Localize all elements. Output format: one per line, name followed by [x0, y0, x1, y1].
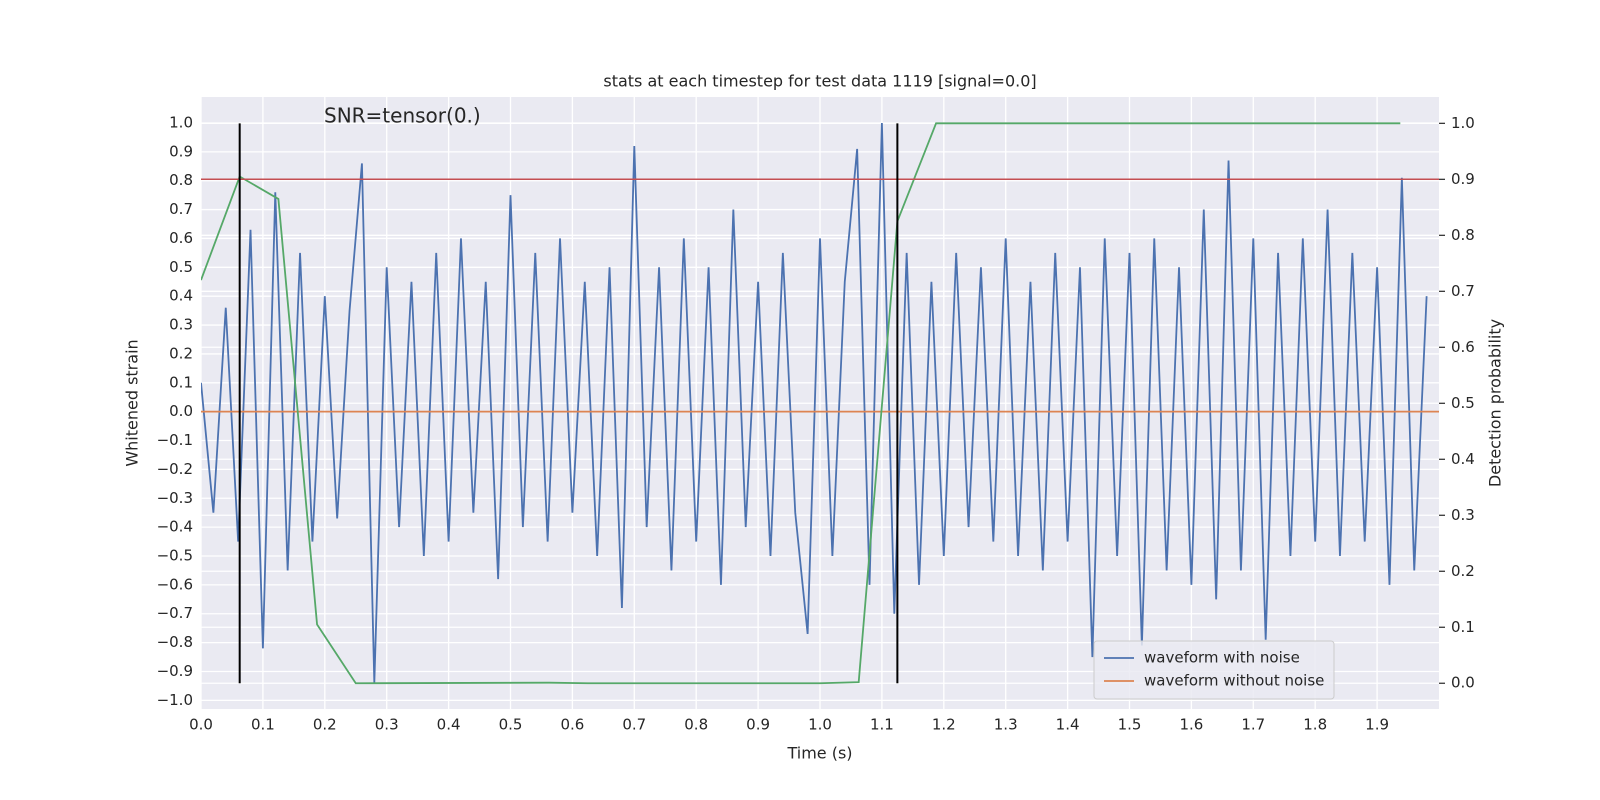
y-tick-label: −0.9	[157, 662, 193, 680]
y-tick-label: 0.7	[169, 200, 193, 218]
x-tick-label: 0.2	[313, 716, 337, 734]
x-tick-label: 1.1	[870, 716, 894, 734]
y2-axis-label: Detection probability	[1486, 319, 1505, 487]
x-tick-label: 0.7	[622, 716, 646, 734]
y-tick-label: −0.1	[157, 431, 193, 449]
y2-tick-label: 0.6	[1451, 338, 1475, 356]
chart-title: stats at each timestep for test data 111…	[603, 72, 1036, 91]
x-tick-label: 0.8	[684, 716, 708, 734]
x-tick-label: 1.4	[1056, 716, 1080, 734]
y-tick-label: −0.2	[157, 460, 193, 478]
y2-tick-label: 0.8	[1451, 226, 1475, 244]
x-tick-label: 1.9	[1365, 716, 1389, 734]
y2-tick-label: 0.1	[1451, 618, 1475, 636]
x-tick-label: 0.0	[189, 716, 213, 734]
x-tick-label: 0.4	[437, 716, 461, 734]
y2-tick-label: 0.5	[1451, 394, 1475, 412]
y-tick-label: −0.7	[157, 604, 193, 622]
x-tick-label: 0.9	[746, 716, 770, 734]
y-tick-label: 0.3	[169, 316, 193, 334]
legend-box	[1093, 640, 1335, 700]
x-tick-label: 0.5	[499, 716, 523, 734]
y2-tick-label: 0.7	[1451, 282, 1475, 300]
y2-tick-label: 0.3	[1451, 506, 1475, 524]
legend-label: waveform without noise	[1144, 672, 1324, 690]
y-tick-label: 0.4	[169, 287, 193, 305]
x-tick-label: 1.6	[1179, 716, 1203, 734]
x-tick-label: 0.6	[560, 716, 584, 734]
y-tick-label: −0.5	[157, 547, 193, 565]
x-tick-label: 1.8	[1303, 716, 1327, 734]
y-tick-label: −0.3	[157, 489, 193, 507]
y-tick-label: 0.9	[169, 142, 193, 160]
y2-tick-label: 0.2	[1451, 562, 1475, 580]
x-tick-label: 1.5	[1118, 716, 1142, 734]
x-tick-label: 1.7	[1241, 716, 1265, 734]
y-tick-label: 0.6	[169, 229, 193, 247]
y2-tick-label: 0.9	[1451, 170, 1475, 188]
series-line	[201, 122, 1401, 685]
y-tick-label: 0.2	[169, 344, 193, 362]
y2-tick-label: 0.0	[1451, 674, 1475, 692]
y-tick-label: −1.0	[157, 691, 193, 709]
y2-tick-label: 1.0	[1451, 114, 1475, 132]
x-tick-label: 0.1	[251, 716, 275, 734]
y-tick-label: 0.8	[169, 171, 193, 189]
y-tick-label: −0.6	[157, 575, 193, 593]
y-tick-label: 0.1	[169, 373, 193, 391]
x-tick-label: 1.3	[994, 716, 1018, 734]
y-tick-label: −0.8	[157, 633, 193, 651]
x-tick-label: 0.3	[375, 716, 399, 734]
y-tick-label: −0.4	[157, 518, 193, 536]
y-axis-label: Whitened strain	[123, 339, 142, 466]
y-tick-label: 1.0	[169, 113, 193, 131]
x-tick-label: 1.0	[808, 716, 832, 734]
series-line	[201, 122, 1428, 684]
legend-label: waveform with noise	[1144, 649, 1300, 667]
annotation: SNR=tensor(0.)	[324, 104, 481, 128]
x-axis-label: Time (s)	[786, 744, 852, 763]
y-tick-label: 0.0	[169, 402, 193, 420]
y-tick-label: 0.5	[169, 258, 193, 276]
y2-tick-label: 0.4	[1451, 450, 1475, 468]
x-tick-label: 1.2	[932, 716, 956, 734]
